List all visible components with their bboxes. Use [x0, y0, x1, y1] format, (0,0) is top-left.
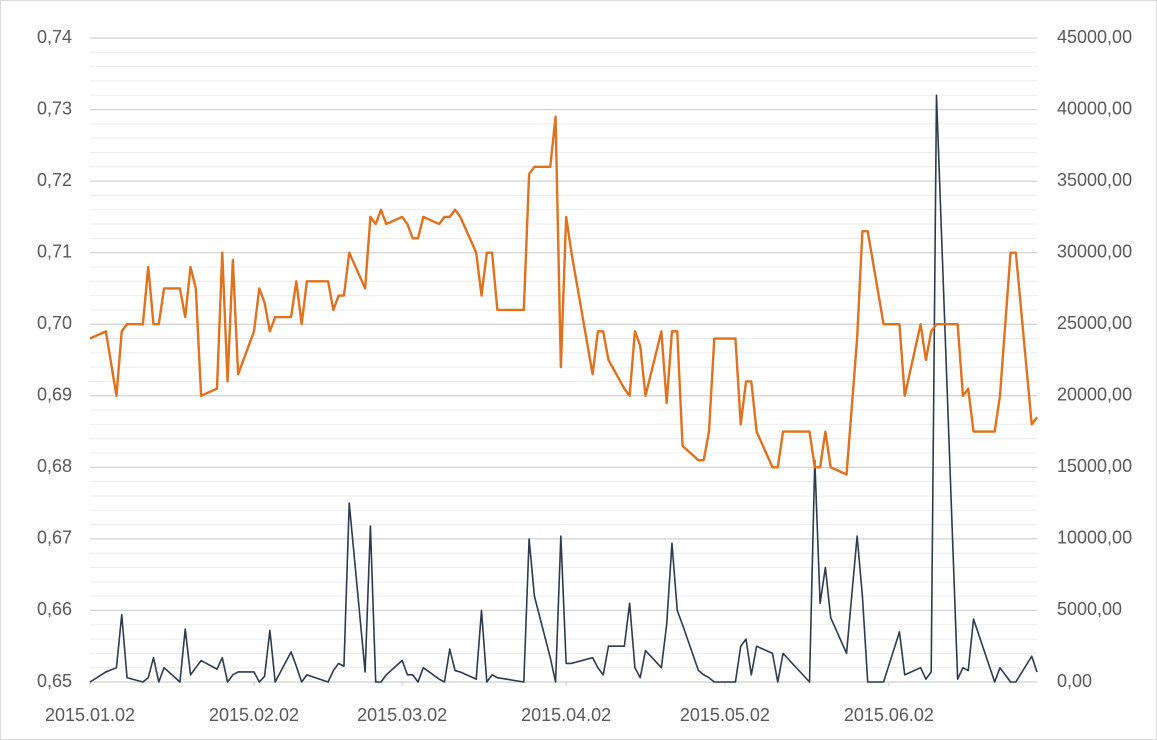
- y2-tick-label: 35000,00: [1057, 170, 1132, 190]
- y-tick-label: 0,69: [37, 385, 72, 405]
- y-tick-label: 0,70: [37, 313, 72, 333]
- y-tick-label: 0,68: [37, 456, 72, 476]
- x-tick-label: 2015.04.02: [521, 705, 611, 725]
- x-tick-label: 2015.03.02: [357, 705, 447, 725]
- y2-tick-label: 5000,00: [1057, 599, 1122, 619]
- y2-tick-label: 20000,00: [1057, 385, 1132, 405]
- y-tick-label: 0,72: [37, 170, 72, 190]
- y2-tick-label: 0,00: [1057, 671, 1092, 691]
- y2-tick-label: 25000,00: [1057, 313, 1132, 333]
- y2-tick-label: 10000,00: [1057, 528, 1132, 548]
- y-tick-label: 0,66: [37, 599, 72, 619]
- y-tick-label: 0,73: [37, 98, 72, 118]
- x-tick-label: 2015.06.02: [844, 705, 934, 725]
- x-tick-label: 2015.02.02: [209, 705, 299, 725]
- series-line: [89, 94, 1038, 683]
- y-tick-label: 0,71: [37, 241, 72, 261]
- y2-tick-label: 15000,00: [1057, 456, 1132, 476]
- x-tick-label: 2015.05.02: [680, 705, 770, 725]
- y-tick-label: 0,74: [37, 27, 72, 47]
- y-tick-label: 0,67: [37, 528, 72, 548]
- y-tick-label: 0,65: [37, 671, 72, 691]
- series-line: [89, 115, 1038, 476]
- y2-tick-label: 30000,00: [1057, 241, 1132, 261]
- x-tick-label: 2015.01.02: [45, 705, 135, 725]
- y2-tick-label: 40000,00: [1057, 98, 1132, 118]
- y2-tick-label: 45000,00: [1057, 27, 1132, 47]
